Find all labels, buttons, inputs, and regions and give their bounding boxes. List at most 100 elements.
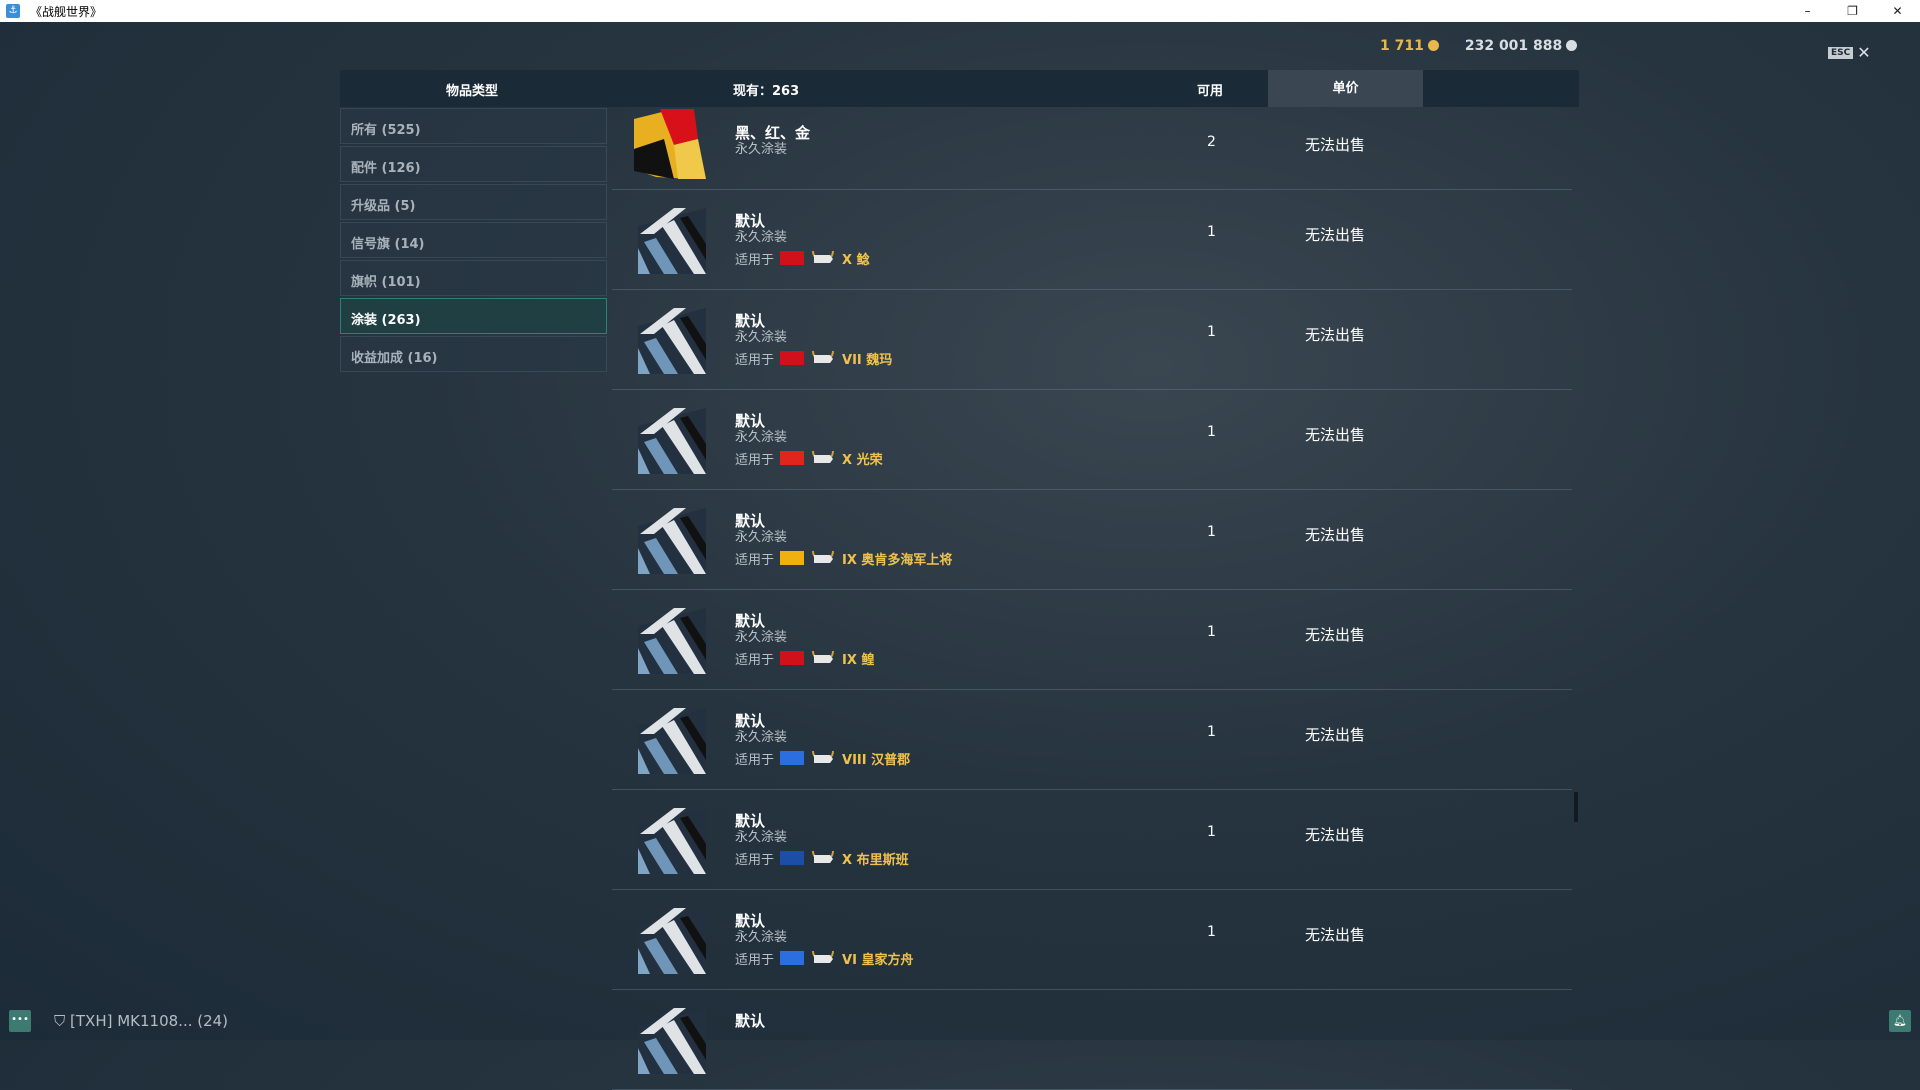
esc-key-icon: ESC [1828,46,1854,59]
currency-bar: 1 711 232 001 888 [1380,38,1578,54]
applies-to: 适用于 IX 奥肯多海军上将 [735,547,952,569]
scrollbar[interactable] [1574,792,1578,822]
applies-to: 适用于 VIII 汉普郡 [735,747,910,769]
category-sidebar: 所有 (525) 配件 (126) 升级品 (5) 信号旗 (14) 旗帜 (101) 涂… [340,108,607,374]
gold-coin-icon [1427,40,1439,51]
sidebar-item[interactable]: 所有 (525) [340,108,607,144]
available-count: 1 [1207,524,1216,540]
available-count: 1 [1207,424,1216,440]
price-status: 无法出售 [1305,826,1366,844]
item-name: 默认 [735,812,766,830]
price-status: 无法出售 [1305,526,1366,544]
item-type: 永久涂装 [735,630,788,645]
title-bar: ⚓ 《战舰世界》 – ❐ ✕ [0,0,1920,22]
item-row[interactable]: 默认 永久涂装 适用于 X 鲶 1 无法出售 [612,190,1572,290]
nation-flag-icon [780,851,805,865]
credits-balance: 232 001 888 [1465,38,1578,54]
ship-name: X 光荣 [842,452,883,468]
ship-class-icon [812,350,835,363]
item-name: 默认 [735,612,766,630]
item-row[interactable]: 黑、红、金 永久涂装 2 无法出售 [612,107,1572,190]
notification-bell-icon[interactable]: 🔔︎ [1889,1010,1911,1032]
camouflage-thumbnail [634,804,706,874]
ship-name: X 布里斯班 [842,852,909,868]
app-icon: ⚓ [6,4,20,18]
camouflage-thumbnail [634,304,706,374]
ship-class-icon [812,950,835,963]
ship-class-icon [812,550,835,563]
item-row[interactable]: 默认 永久涂装 适用于 VI 皇家方舟 1 无法出售 [612,890,1572,990]
camouflage-thumbnail [634,904,706,974]
item-name: 默认 [735,1012,766,1030]
ship-name: VIII 汉普郡 [842,752,911,768]
item-name: 默认 [735,712,766,730]
item-row[interactable]: 默认 永久涂装适用于 VIII 汉普郡 1 无法出售 [612,690,1572,790]
ship-class-icon [812,450,835,463]
sidebar-item[interactable]: 旗帜 (101) [340,260,607,296]
item-list: 黑、红、金 永久涂装 2 无法出售 默认 永久涂装 适用于 X 鲶 1 无法出售 默认 永久涂装 适用于… [612,107,1572,1090]
sidebar-item[interactable]: 升级品 (5) [340,184,607,220]
price-status: 无法出售 [1305,136,1366,154]
ship-name: VI 皇家方舟 [842,952,914,968]
sidebar-item[interactable]: 信号旗 (14) [340,222,607,258]
item-row[interactable]: 默认 永久涂装 适用于 IX 奥肯多海军上将 1 无法出售 [612,490,1572,590]
item-type: 永久涂装 [735,330,788,345]
header-available[interactable]: 可用 [1197,84,1224,99]
applies-to: 适用于 X 布里斯班 [735,847,909,869]
restore-button[interactable]: ❐ [1847,4,1858,18]
available-count: 1 [1207,324,1216,340]
applies-to: 适用于 IX 鳇 [735,647,874,669]
clan-info[interactable]: ⛉ [TXH] MK1108... (24) [54,1012,229,1030]
sidebar-item[interactable]: 涂装 (263) [340,298,607,334]
close-window-button[interactable]: ✕ [1892,4,1903,18]
nation-flag-icon [780,751,805,765]
item-row[interactable]: 默认 永久涂装 适用于 VII 魏玛 1 无法出售 [612,290,1572,390]
minimize-button[interactable]: – [1804,4,1811,18]
available-count: 1 [1207,824,1216,840]
price-status: 无法出售 [1305,226,1366,244]
nation-flag-icon [780,951,805,965]
item-name: 黑、红、金 [735,124,811,142]
item-type: 永久涂装 [735,730,788,745]
available-count: 1 [1207,924,1216,940]
bottom-bar: ••• ⛉ [TXH] MK1108... (24) 🔔︎ [0,1000,1920,1040]
nation-flag-icon [780,351,805,365]
sidebar-item[interactable]: 配件 (126) [340,146,607,182]
ship-class-icon [812,750,835,763]
available-count: 1 [1207,724,1216,740]
camouflage-thumbnail [634,704,706,774]
item-name: 默认 [735,312,766,330]
sidebar-item[interactable]: 收益加成 (16) [340,336,607,372]
nation-flag-icon [780,551,805,565]
available-count: 1 [1207,624,1216,640]
camouflage-thumbnail [634,404,706,474]
esc-close-button[interactable]: ESC ✕ [1828,43,1871,62]
table-header: 物品类型 现有：263 可用 单价 [340,70,1579,107]
applies-to: 适用于 VII 魏玛 [735,347,892,369]
nation-flag-icon [780,451,805,465]
price-status: 无法出售 [1305,426,1366,444]
item-name: 默认 [735,912,766,930]
credits-coin-icon [1566,40,1578,51]
price-status: 无法出售 [1305,726,1366,744]
item-row[interactable]: 默认 永久涂装 适用于 X 布里斯班 1 无法出售 [612,790,1572,890]
camouflage-thumbnail [634,109,706,179]
item-row[interactable]: 默认 永久涂装 适用于 X 光荣 1 无法出售 [612,390,1572,490]
camouflage-thumbnail [634,204,706,274]
price-status: 无法出售 [1305,626,1366,644]
applies-to: 适用于 X 光荣 [735,447,883,469]
window-title: 《战舰世界》 [30,4,103,19]
header-category: 物品类型 [446,84,499,99]
item-type: 永久涂装 [735,430,788,445]
chat-button[interactable]: ••• [9,1010,31,1032]
nation-flag-icon [780,251,805,265]
ship-class-icon [812,250,835,263]
close-icon: ✕ [1857,43,1871,62]
camouflage-thumbnail [634,504,706,574]
header-price[interactable]: 单价 [1268,70,1423,107]
item-row[interactable]: 默认 永久涂装适用于 IX 鳇 1 无法出售 [612,590,1572,690]
ship-name: IX 奥肯多海军上将 [842,552,953,568]
ship-class-icon [812,650,835,663]
item-name: 默认 [735,212,766,230]
available-count: 2 [1207,134,1216,150]
